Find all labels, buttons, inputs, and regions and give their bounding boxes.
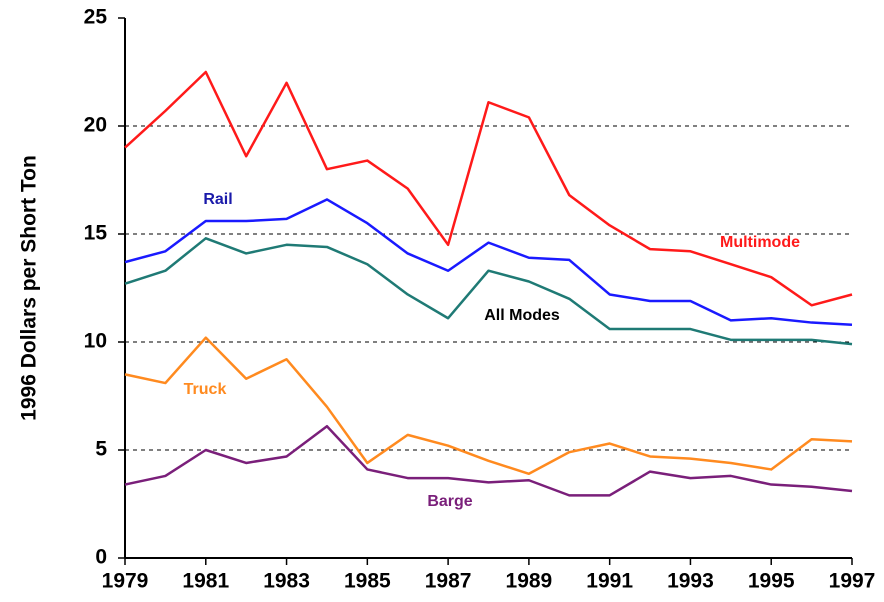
y-tick-label: 0	[95, 546, 107, 569]
x-tick-label: 1983	[263, 570, 310, 593]
x-tick-label: 1991	[586, 570, 633, 593]
x-tick-label: 1995	[748, 570, 795, 593]
x-tick-label: 1981	[182, 570, 229, 593]
x-tick-label: 1993	[667, 570, 714, 593]
y-tick-label: 10	[84, 330, 107, 353]
y-tick-label: 25	[84, 6, 108, 29]
y-tick-label: 5	[95, 438, 107, 461]
y-tick-label: 15	[84, 222, 108, 245]
x-tick-label: 1979	[102, 570, 149, 593]
series-line	[124, 424, 853, 497]
y-tick-label: 20	[84, 114, 107, 137]
series-label: Rail	[203, 191, 232, 208]
y-axis-label: 1996 Dollars per Short Ton	[18, 155, 41, 421]
series-line	[124, 70, 853, 307]
x-tick-label: 1997	[829, 570, 876, 593]
series-line	[124, 198, 853, 326]
series-label: Barge	[427, 493, 472, 510]
series-label: Multimode	[720, 234, 800, 251]
x-tick-label: 1985	[344, 570, 391, 593]
series-label: All Modes	[484, 307, 560, 324]
series-line	[124, 237, 853, 346]
series-label: Truck	[184, 381, 227, 398]
x-tick-label: 1987	[425, 570, 472, 593]
x-tick-label: 1989	[506, 570, 553, 593]
series-line	[124, 336, 853, 476]
